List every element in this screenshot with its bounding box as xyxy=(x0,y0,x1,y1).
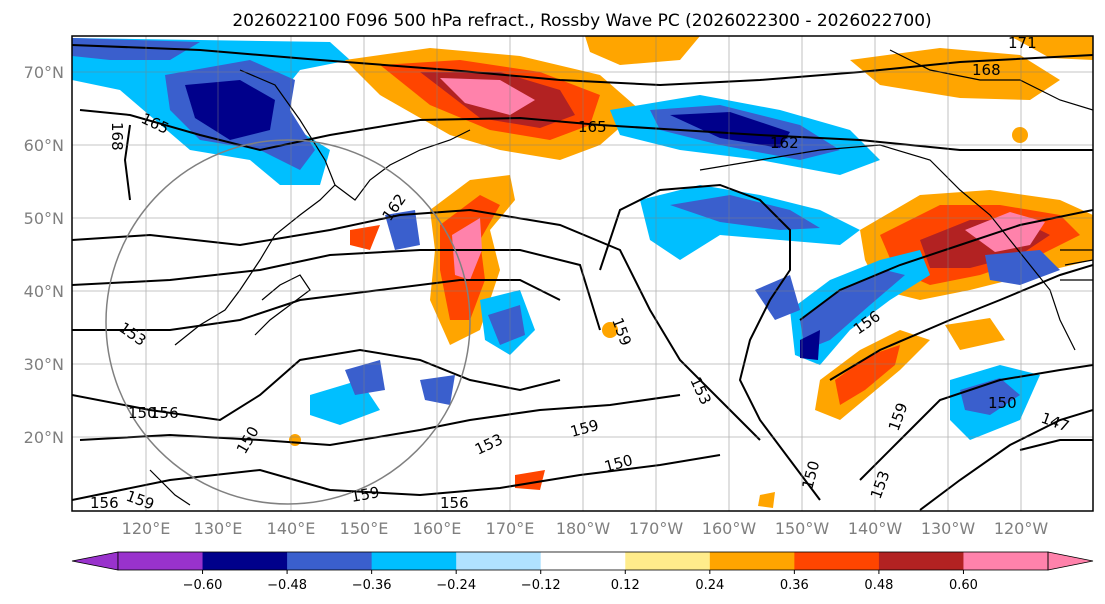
map-panel: 165 168 165 162 171 168 162 159 153 156 … xyxy=(71,34,1094,512)
lon-label: 170°E xyxy=(486,519,535,538)
lon-label: 160°W xyxy=(702,519,757,538)
lat-label: 60°N xyxy=(24,136,64,155)
contour-label: 150 xyxy=(988,394,1017,412)
colorbar-tick-label: −0.60 xyxy=(183,578,223,593)
lon-label: 120°W xyxy=(994,519,1049,538)
lon-label: 150°W xyxy=(775,519,830,538)
colorbar-segment xyxy=(371,552,457,570)
coastlines xyxy=(149,49,1093,506)
latitude-labels: 70°N 60°N 50°N 40°N 30°N 20°N xyxy=(24,63,64,447)
colorbar-segment xyxy=(709,552,795,570)
lon-label: 160°E xyxy=(413,519,462,538)
map-frame xyxy=(71,35,1094,512)
figure-title: 2026022100 F096 500 hPa refract., Rossby… xyxy=(232,11,931,31)
colorbar-segment xyxy=(287,552,373,570)
lon-label: 140°E xyxy=(267,519,316,538)
lat-label: 70°N xyxy=(24,63,64,82)
colorbar-tick-label: 0.12 xyxy=(611,578,640,593)
lon-label: 170°W xyxy=(629,519,684,538)
contour-label: 156 xyxy=(150,404,179,422)
colorbar-segment xyxy=(878,552,964,570)
graticule xyxy=(72,36,1093,511)
lat-label: 40°N xyxy=(24,282,64,301)
contour-label: 162 xyxy=(770,134,799,152)
colorbar-outline xyxy=(117,551,1049,571)
contour-label: 168 xyxy=(108,122,126,151)
lon-label: 140°W xyxy=(848,519,903,538)
lat-label: 20°N xyxy=(24,428,64,447)
colorbar-tick-label: 0.24 xyxy=(695,578,724,593)
reference-circle xyxy=(105,139,471,505)
contour-label: 156 xyxy=(440,494,469,512)
contour-label: 168 xyxy=(972,61,1001,79)
lon-label: 180°W xyxy=(556,519,611,538)
lon-label: 150°E xyxy=(340,519,389,538)
lon-label: 130°E xyxy=(194,519,243,538)
lat-label: 30°N xyxy=(24,355,64,374)
colorbar-segment xyxy=(202,552,288,570)
colorbar-segment xyxy=(625,552,711,570)
colorbar-segment xyxy=(794,552,880,570)
colorbar-tick-label: −0.24 xyxy=(436,578,476,593)
colorbar-segment xyxy=(540,552,626,570)
longitude-labels: 120°E 130°E 140°E 150°E 160°E 170°E 180°… xyxy=(122,519,1049,538)
lat-label: 50°N xyxy=(24,209,64,228)
colorbar-tick-label: −0.36 xyxy=(352,578,392,593)
colorbar-segment xyxy=(963,552,1049,570)
colorbar-tick-label: −0.48 xyxy=(267,578,307,593)
colorbar-tick-label: 0.36 xyxy=(780,578,809,593)
contour-label: 150 xyxy=(128,404,157,422)
colorbar-tick-label: 0.48 xyxy=(864,578,893,593)
contour-label: 156 xyxy=(90,494,119,512)
contour-label: 171 xyxy=(1008,34,1037,52)
lon-label: 120°E xyxy=(122,519,171,538)
lon-label: 130°W xyxy=(921,519,976,538)
colorbar-segment xyxy=(456,552,542,570)
colorbar-extend-low xyxy=(71,551,119,571)
colorbar-segment xyxy=(118,552,204,570)
colorbar-tick-label: −0.12 xyxy=(521,578,561,593)
colorbar: −0.60 −0.48 −0.36 −0.24 −0.12 0.12 0.24 0.36 0.4… xyxy=(71,551,1094,593)
contour-label: 165 xyxy=(578,118,607,136)
colorbar-tick-label: 0.60 xyxy=(949,578,978,593)
contour-label: 159 xyxy=(350,483,381,506)
colorbar-extend-high xyxy=(1047,551,1094,571)
